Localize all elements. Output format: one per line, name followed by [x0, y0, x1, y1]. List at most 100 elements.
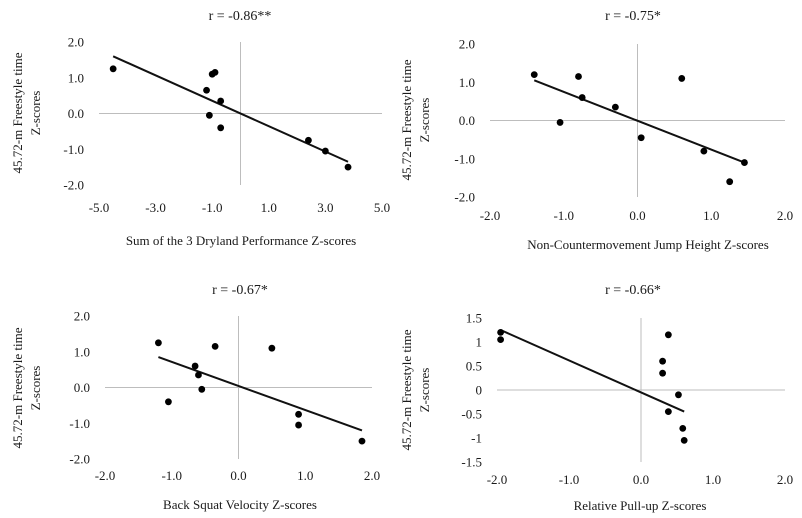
y-axis-label: Z-scores	[417, 98, 432, 143]
y-tick-label: 1.0	[74, 344, 90, 359]
trendline	[500, 329, 685, 413]
x-tick-label: 2.0	[777, 208, 793, 223]
x-tick-label: 1.0	[297, 468, 313, 483]
y-tick-label: -2.0	[69, 452, 90, 467]
data-point	[344, 163, 352, 171]
scatter-panel-4: r = -0.66* 1.5 1 0.5 0 -0.5 -1 -1.5 -2.0 -1.0 0.0 1…	[399, 283, 793, 513]
x-tick-label: -1.0	[559, 472, 580, 487]
data-point	[679, 425, 687, 432]
x-tick-label: 5.0	[374, 200, 390, 215]
data-point	[109, 65, 117, 73]
chart-title: r = -0.66*	[605, 283, 661, 298]
x-axis-label: Relative Pull-up Z-scores	[574, 498, 707, 513]
data-point	[191, 362, 199, 370]
y-axis-label: 45.72-m Freestyle time	[399, 329, 414, 450]
scatter-panel-2: r = -0.75* 2.0 1.0 0.0 -1.0 -2.0 -2.0 -1.0 0.0 1.…	[399, 9, 793, 252]
scatter-panel-3: r = -0.67* 2.0 1.0 0.0 -1.0 -2.0 -2.0 -1.0 0.0 1.…	[10, 283, 380, 512]
data-point	[497, 336, 504, 343]
y-tick-label: 1.0	[68, 70, 84, 85]
x-tick-label: 0.0	[633, 472, 649, 487]
x-tick-label: 0.0	[230, 468, 246, 483]
data-point	[198, 385, 206, 393]
data-point	[322, 147, 329, 155]
x-tick-label: 2.0	[364, 468, 380, 483]
x-tick-label: -5.0	[89, 200, 110, 215]
y-axis-label: 45.72-m Freestyle time	[10, 52, 25, 173]
data-point	[659, 369, 666, 377]
data-point	[497, 329, 504, 336]
y-tick-label: 0.0	[74, 380, 90, 395]
data-point	[575, 73, 582, 80]
y-axis-label: 45.72-m Freestyle time	[10, 327, 25, 448]
data-point	[611, 103, 619, 111]
y-tick-label: 1	[476, 335, 483, 350]
trendline	[158, 356, 363, 432]
y-tick-label: -0.5	[461, 407, 482, 422]
data-point	[741, 159, 748, 166]
y-tick-label: 0	[476, 383, 483, 398]
y-tick-label: 0.5	[466, 359, 482, 374]
data-point	[637, 134, 645, 142]
y-tick-label: -1.0	[454, 151, 475, 166]
y-tick-label: 0.0	[68, 106, 84, 121]
data-point	[211, 342, 219, 350]
data-point	[203, 86, 210, 94]
y-tick-label: -2.0	[454, 190, 475, 205]
x-axis-label: Back Squat Velocity Z-scores	[163, 497, 317, 512]
data-point	[675, 391, 682, 399]
x-tick-label: -1.0	[202, 200, 223, 215]
y-axis-label: Z-scores	[417, 368, 432, 413]
x-tick-label: 1.0	[261, 200, 277, 215]
x-tick-label: -2.0	[480, 208, 501, 223]
data-point	[664, 408, 672, 415]
data-point	[268, 344, 276, 352]
data-point	[305, 136, 312, 144]
x-tick-label: -1.0	[553, 208, 574, 223]
x-tick-label: 3.0	[317, 200, 333, 215]
trendline	[533, 79, 745, 164]
y-tick-label: 1.5	[466, 311, 482, 326]
x-tick-label: 2.0	[777, 472, 793, 487]
data-point	[295, 421, 302, 429]
x-tick-label: 1.0	[703, 208, 719, 223]
data-point	[530, 71, 538, 78]
y-axis-label: Z-scores	[28, 366, 43, 411]
data-point	[217, 97, 225, 105]
x-axis-label: Sum of the 3 Dryland Performance Z-score…	[126, 233, 356, 248]
y-tick-label: 0.0	[459, 113, 475, 128]
y-tick-label: -1	[471, 431, 482, 446]
x-tick-label: -2.0	[487, 472, 508, 487]
x-tick-label: -2.0	[95, 468, 116, 483]
x-tick-label: 0.0	[629, 208, 645, 223]
scatter-panel-1: r = -0.86** 2.0 1.0 0.0 -1.0 -2.0 -5.0 -3.0 -1.0…	[10, 9, 390, 248]
x-tick-label: 1.0	[705, 472, 721, 487]
data-point	[358, 437, 366, 445]
x-tick-label: -1.0	[161, 468, 182, 483]
chart-title: r = -0.86**	[209, 9, 272, 24]
y-tick-label: -1.5	[461, 455, 482, 470]
chart-title: r = -0.75*	[605, 9, 661, 24]
y-axis-label: Z-scores	[28, 91, 43, 136]
data-point	[295, 410, 302, 418]
y-tick-label: -2.0	[63, 178, 84, 193]
y-axis-label: 45.72-m Freestyle time	[399, 59, 414, 180]
data-point	[155, 339, 162, 347]
chart-title: r = -0.67*	[212, 283, 268, 298]
y-tick-label: 1.0	[459, 75, 475, 90]
data-point	[678, 75, 686, 82]
data-point	[659, 357, 666, 365]
data-point	[165, 398, 172, 406]
data-point	[680, 437, 688, 444]
data-point	[556, 119, 564, 126]
data-point	[664, 331, 672, 339]
x-axis-label: Non-Countermovement Jump Height Z-scores	[527, 237, 769, 252]
x-tick-label: -3.0	[145, 200, 166, 215]
y-tick-label: -1.0	[69, 416, 90, 431]
y-tick-label: 2.0	[74, 309, 90, 324]
data-point	[205, 111, 213, 119]
y-tick-label: 2.0	[459, 37, 475, 52]
y-tick-label: 2.0	[68, 35, 84, 50]
data-point	[211, 68, 219, 76]
data-point	[217, 124, 225, 132]
